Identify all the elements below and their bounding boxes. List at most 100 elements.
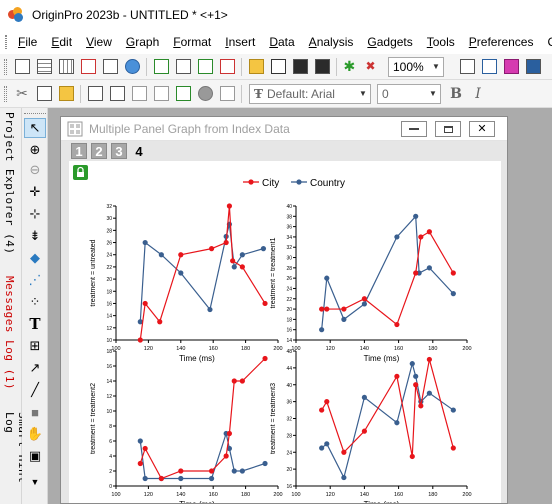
pink-tool-button[interactable] [500,56,522,78]
menu-view[interactable]: View [86,35,112,49]
point-country [158,252,164,258]
menu-tools[interactable]: Tools [426,35,455,49]
menu-grip[interactable] [5,35,7,49]
copy-button[interactable] [33,83,55,105]
layer-tab-4[interactable]: 4 [131,143,147,159]
code-builder-button[interactable] [522,56,544,78]
restore-button[interactable] [435,121,461,137]
recalculate-button[interactable]: ✱ [340,56,362,78]
screen-reader-tool[interactable]: ✛ [24,182,46,202]
italic-button[interactable]: I [475,85,481,102]
new-report-button[interactable] [194,56,216,78]
import-button[interactable] [172,83,194,105]
new-workbook-button[interactable] [33,56,55,78]
menu-format[interactable]: Format [173,35,212,49]
page-button[interactable] [216,83,238,105]
download-button[interactable] [267,56,289,78]
toolbar-grip-2[interactable] [4,85,7,102]
new-graph-button[interactable] [77,56,99,78]
y-tick-label: 18 [286,317,292,323]
zoom-combo[interactable]: 100% ▼ [388,56,444,77]
arrow-tool[interactable]: ↗ [24,358,46,378]
zoom-out-tool[interactable]: ⊖ [24,160,46,180]
y-tick-label: 14 [106,314,112,320]
page-icon [219,86,235,101]
minimize-icon [409,128,419,130]
series-line-city [321,359,454,457]
graph-tool[interactable]: ▣ [24,446,46,466]
toolbar-grip[interactable] [4,58,7,75]
menu-analysis[interactable]: Analysis [308,35,354,49]
print-button[interactable] [456,56,478,78]
minimize-button[interactable] [401,121,427,137]
point-city [413,382,419,388]
y-tick-label: 32 [106,204,112,210]
menu-insert[interactable]: Insert [225,35,256,49]
layer-tab-1[interactable]: 1 [71,143,87,159]
new-function-button[interactable] [150,56,172,78]
save-all-button[interactable] [311,56,333,78]
column-values-button[interactable] [128,83,150,105]
open-button[interactable] [245,56,267,78]
font-combo[interactable]: Ŧ Default: Arial ▼ [249,83,371,104]
bold-button[interactable]: B [450,85,462,102]
new-check-button[interactable] [216,56,238,78]
origin-app-icon[interactable] [8,7,24,23]
point-city [361,296,367,302]
stack-button[interactable] [150,83,172,105]
new-project-button[interactable] [11,56,33,78]
font-size-combo[interactable]: 0 ▼ [377,83,441,104]
mask-tool[interactable]: ⋰ [24,270,46,290]
menu-more[interactable]: Co [547,35,552,49]
graph-window-titlebar[interactable]: Multiple Panel Graph from Index Data ✕ [61,117,507,141]
tools-grip[interactable] [24,108,46,114]
layer-tab-3[interactable]: 3 [111,143,127,159]
data-selector-tool[interactable]: ⇟ [24,226,46,246]
paste-button[interactable] [55,83,77,105]
settings-button[interactable] [194,83,216,105]
add-table-tool[interactable]: ⊞ [24,336,46,356]
region-tool[interactable]: ◆ [24,248,46,268]
menu-file[interactable]: File [18,35,38,49]
x-tick-label: 160 [209,346,218,352]
chevron-down-icon: ▼ [359,89,367,98]
line-tool[interactable]: ╱ [24,380,46,400]
menu-edit[interactable]: Edit [51,35,73,49]
text-tool[interactable]: T [24,314,46,334]
lock-icon[interactable] [73,165,88,180]
cut-button[interactable]: ✂ [11,83,33,105]
pointer-tool[interactable]: ↖ [24,118,46,138]
data-reader-tool[interactable]: ⊹ [24,204,46,224]
new-layout-button[interactable] [172,56,194,78]
graph-icon [80,59,96,74]
open-web-button[interactable] [121,56,143,78]
layer-tab-2[interactable]: 2 [91,143,107,159]
scissors-icon: ✂ [16,85,28,101]
menu-graph[interactable]: Graph [125,35,160,49]
hand-tool[interactable]: ✋ [24,424,46,444]
font-size-value: 0 [382,86,389,101]
menu-data[interactable]: Data [269,35,295,49]
more-tools[interactable]: ▼ [24,472,46,492]
menu-gadgets[interactable]: Gadgets [367,35,413,49]
stop-button[interactable]: ✖ [362,56,384,78]
draw-data-tool[interactable]: ⁘ [24,292,46,312]
y-tick-label: 38 [286,214,292,220]
x-tick-label: 200 [273,346,282,352]
zoom-in-tool[interactable]: ⊕ [24,140,46,160]
add-column-button[interactable] [84,83,106,105]
y-tick-label: 14 [106,379,112,385]
messages-log-tab[interactable]: Messages Log (1) [3,276,16,390]
new-matrix-button[interactable] [55,56,77,78]
rectangle-tool[interactable]: ■ [24,402,46,422]
menu-preferences[interactable]: Preferences [468,35,534,49]
new-notes-button[interactable] [99,56,121,78]
project-explorer-tab[interactable]: Project Explorer (4) [3,112,16,255]
copy-page-button[interactable] [478,56,500,78]
set-column-button[interactable] [106,83,128,105]
close-button[interactable]: ✕ [469,121,495,137]
save-button[interactable] [289,56,311,78]
rectangle-icon: ■ [31,404,39,420]
point-country [239,468,245,474]
